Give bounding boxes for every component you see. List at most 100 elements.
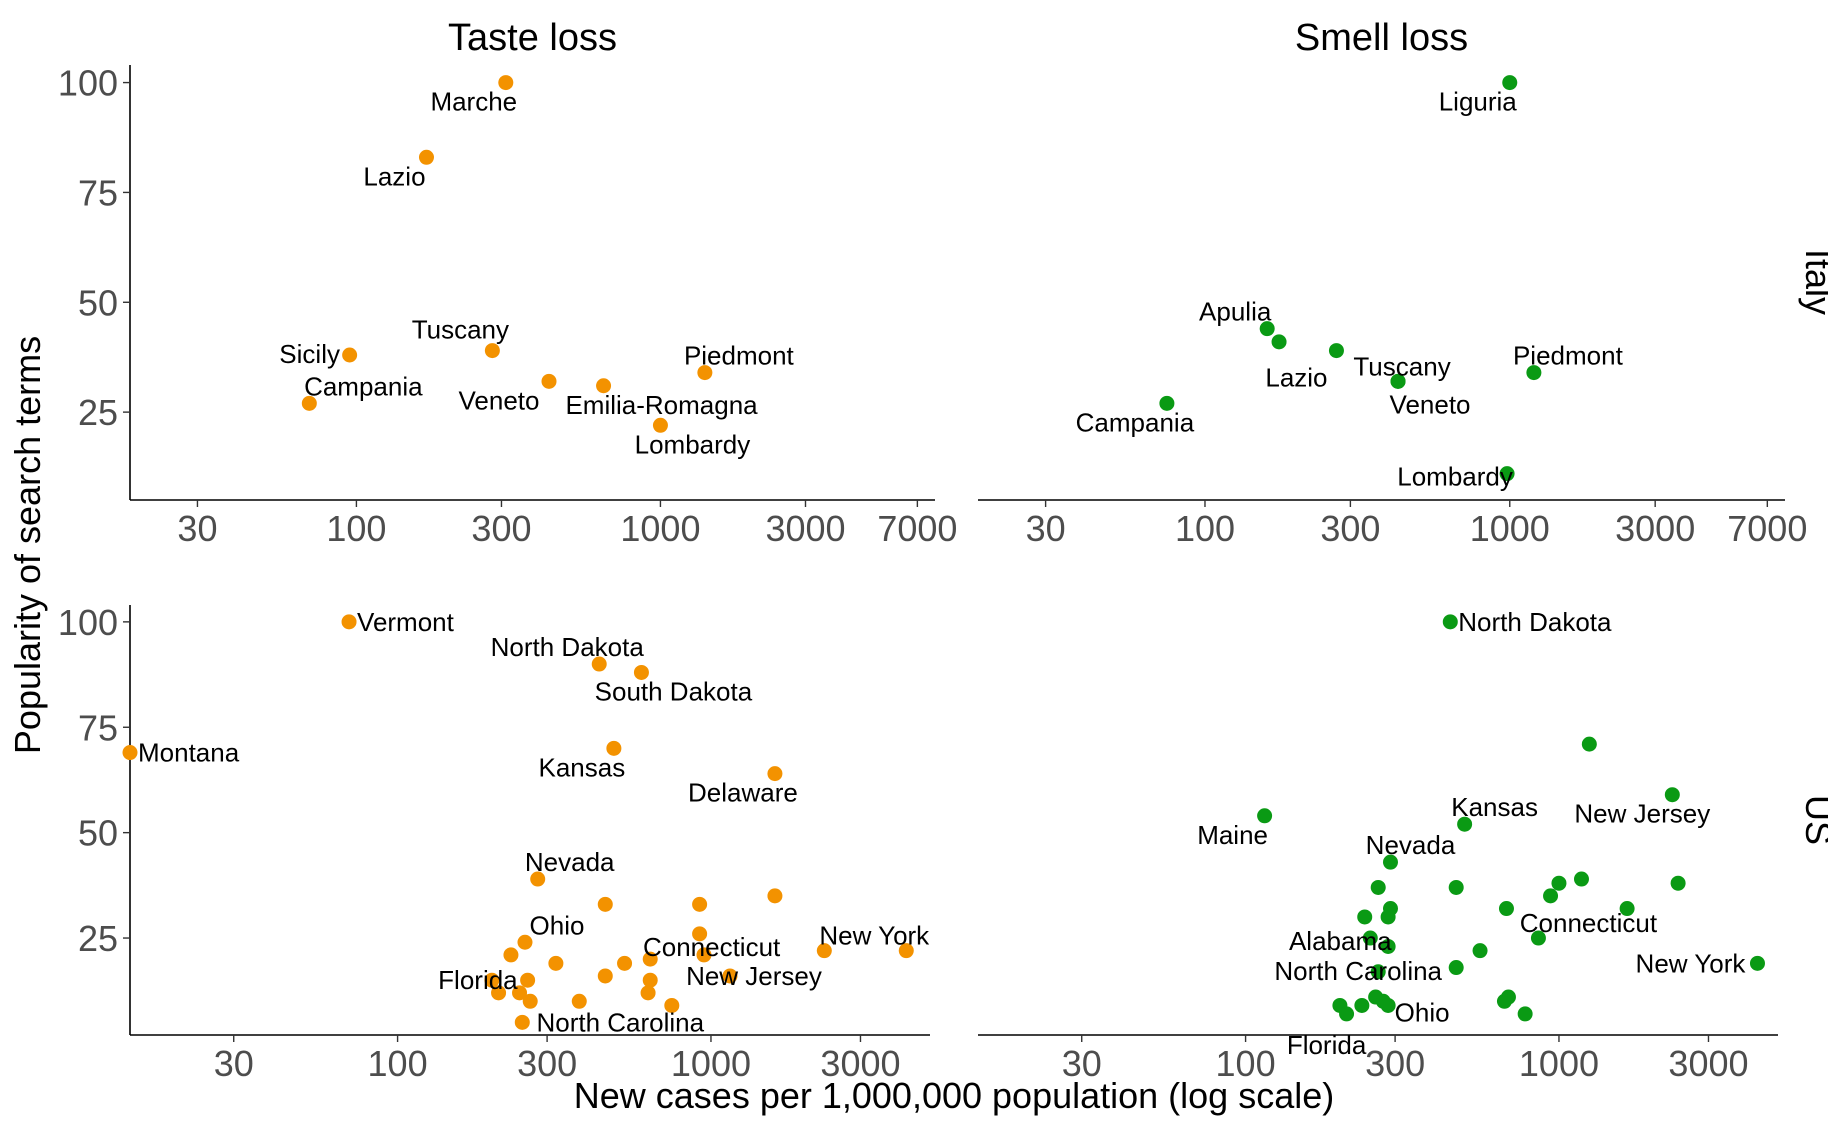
scatter-point (1749, 955, 1765, 971)
point-label: Campania (304, 371, 423, 401)
point-label: New Jersey (1574, 799, 1710, 829)
point-label: Ohio (530, 910, 585, 940)
scatter-point (664, 997, 680, 1013)
y-tick-label: 25 (78, 392, 118, 433)
scatter-point (606, 740, 622, 756)
scatter-point (1526, 365, 1542, 381)
scatter-point (418, 149, 434, 165)
y-tick-label: 100 (58, 63, 118, 104)
point-label: Nevada (525, 847, 615, 877)
scatter-point (1380, 938, 1396, 954)
scatter-point (514, 1014, 530, 1030)
scatter-point (1448, 879, 1464, 895)
scatter-point (1370, 879, 1386, 895)
scatter-point (1339, 1006, 1355, 1022)
point-label: Piedmont (1513, 341, 1624, 371)
scatter-point (341, 614, 357, 630)
point-label: Veneto (1390, 389, 1471, 419)
scatter-point (1502, 75, 1518, 91)
scatter-point (1357, 909, 1373, 925)
x-tick-label: 100 (1175, 508, 1235, 549)
x-tick-label: 100 (1216, 1043, 1276, 1084)
scatter-point (1551, 875, 1567, 891)
x-tick-label: 1000 (671, 1043, 751, 1084)
point-label: Liguria (1439, 87, 1518, 117)
scatter-point (1159, 395, 1175, 411)
scatter-point (122, 745, 138, 761)
x-tick-label: 100 (368, 1043, 428, 1084)
scatter-point (512, 985, 528, 1001)
x-tick-label: 3000 (1615, 508, 1695, 549)
point-label: Montana (138, 738, 240, 768)
scatter-point (722, 968, 738, 984)
scatter-point (301, 395, 317, 411)
scatter-point (1257, 808, 1273, 824)
scatter-point (1670, 875, 1686, 891)
x-tick-label: 1000 (1470, 508, 1550, 549)
point-label: Alabama (1289, 926, 1392, 956)
scatter-point (503, 947, 519, 963)
strip-label-us: US (1798, 795, 1828, 845)
point-label: Piedmont (684, 341, 795, 371)
point-label: Campania (1076, 407, 1195, 437)
x-tick-label: 3000 (765, 508, 845, 549)
scatter-point (898, 943, 914, 959)
scatter-point (1354, 997, 1370, 1013)
y-tick-label: 75 (78, 172, 118, 213)
point-label: Connecticut (643, 932, 781, 962)
scatter-point (571, 993, 587, 1009)
scatter-point (767, 766, 783, 782)
scatter-point (1664, 787, 1680, 803)
x-axis-title: New cases per 1,000,000 population (log … (574, 1075, 1334, 1116)
scatter-point (617, 955, 633, 971)
scatter-point (1448, 960, 1464, 976)
scatter-point (1581, 736, 1597, 752)
point-label: Lombardy (1397, 462, 1513, 492)
x-tick-label: 3000 (820, 1043, 900, 1084)
scatter-point (1498, 901, 1514, 917)
scatter-point (696, 947, 712, 963)
scatter-point (767, 888, 783, 904)
scatter-point (517, 934, 533, 950)
scatter-point (342, 347, 358, 363)
scatter-point (522, 993, 538, 1009)
point-label: Apulia (1199, 297, 1272, 327)
scatter-point (484, 343, 500, 359)
point-label: Lombardy (635, 429, 751, 459)
scatter-point (1362, 930, 1378, 946)
scatter-point (1271, 334, 1287, 350)
x-tick-label: 7000 (1727, 508, 1807, 549)
point-label: Sicily (279, 339, 340, 369)
scatter-point (633, 664, 649, 680)
point-label: North Carolina (1274, 956, 1442, 986)
scatter-point (541, 373, 557, 389)
scatter-point (548, 955, 564, 971)
point-label: Lazio (363, 161, 425, 191)
scatter-point (692, 896, 708, 912)
point-label: North Dakota (491, 632, 645, 662)
x-tick-label: 30 (214, 1043, 254, 1084)
point-label: Florida (1287, 1030, 1367, 1060)
x-tick-label: 1000 (620, 508, 700, 549)
scatter-point (1380, 909, 1396, 925)
scatter-point (1380, 997, 1396, 1013)
point-label: Lazio (1265, 363, 1327, 393)
point-label: Florida (438, 965, 518, 995)
scatter-point (1259, 321, 1275, 337)
scatter-point (1390, 373, 1406, 389)
scatter-point (1543, 888, 1559, 904)
scatter-point (816, 943, 832, 959)
strip-title-smell-loss: Smell loss (1295, 17, 1468, 59)
point-label: Marche (430, 87, 517, 117)
scatter-point (1619, 901, 1635, 917)
x-tick-label: 30 (1062, 1043, 1102, 1084)
scatter-point (597, 968, 613, 984)
x-tick-label: 300 (471, 508, 531, 549)
scatter-point (1457, 816, 1473, 832)
point-label: Kansas (539, 752, 626, 782)
point-label: Connecticut (1520, 908, 1658, 938)
scatter-point (1472, 943, 1488, 959)
scatter-point (484, 972, 500, 988)
scatter-point (1530, 930, 1546, 946)
